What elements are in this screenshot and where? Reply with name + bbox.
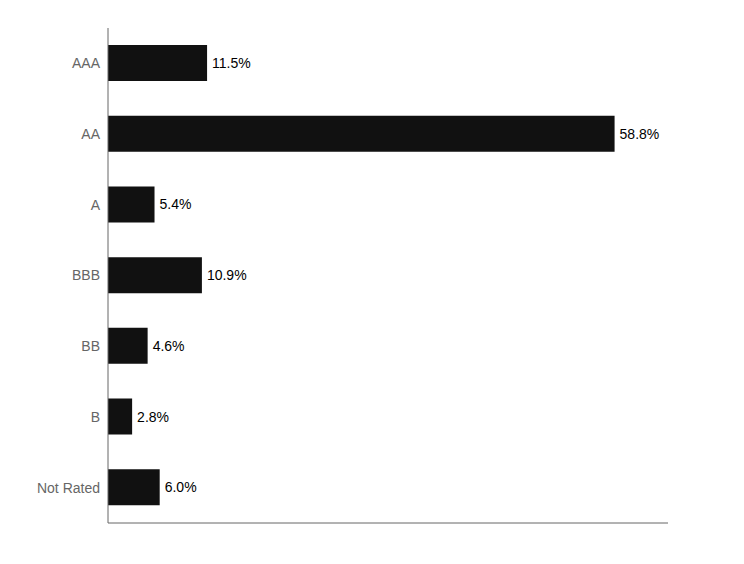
svg-text:A: A xyxy=(91,197,101,213)
svg-text:B: B xyxy=(91,409,100,425)
svg-text:6.0%: 6.0% xyxy=(165,479,197,495)
svg-text:4.6%: 4.6% xyxy=(153,338,185,354)
svg-text:AA: AA xyxy=(81,126,100,142)
svg-text:11.5%: 11.5% xyxy=(212,55,251,71)
svg-text:AAA: AAA xyxy=(72,55,101,71)
svg-text:BB: BB xyxy=(81,338,100,354)
svg-text:Not Rated: Not Rated xyxy=(37,480,100,496)
svg-text:BBB: BBB xyxy=(72,267,100,283)
svg-text:58.8%: 58.8% xyxy=(620,126,660,142)
svg-text:5.4%: 5.4% xyxy=(160,196,192,212)
svg-text:10.9%: 10.9% xyxy=(207,267,247,283)
svg-text:2.8%: 2.8% xyxy=(137,409,169,425)
